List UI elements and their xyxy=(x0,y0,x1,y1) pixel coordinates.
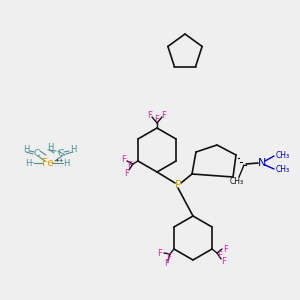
Text: ++: ++ xyxy=(54,158,64,164)
Text: H: H xyxy=(23,146,29,154)
Text: -: - xyxy=(31,158,34,167)
Text: C: C xyxy=(58,148,64,158)
Text: N: N xyxy=(258,158,266,168)
Text: P: P xyxy=(175,180,182,190)
Text: F: F xyxy=(164,260,169,268)
Text: F: F xyxy=(128,161,132,170)
Text: F: F xyxy=(167,253,171,262)
Text: CH₃: CH₃ xyxy=(276,151,290,160)
Text: F: F xyxy=(162,110,167,119)
Text: F: F xyxy=(158,248,162,257)
Text: F: F xyxy=(218,250,223,260)
Text: F: F xyxy=(222,257,226,266)
Text: Fe: Fe xyxy=(42,158,54,168)
Text: F: F xyxy=(124,169,129,178)
Text: F: F xyxy=(224,244,229,253)
Text: CH₃: CH₃ xyxy=(230,178,244,187)
Text: F: F xyxy=(154,116,159,124)
Text: H: H xyxy=(25,158,31,167)
Text: H: H xyxy=(47,143,53,152)
Text: H: H xyxy=(63,158,69,167)
Text: H: H xyxy=(70,146,76,154)
Text: F: F xyxy=(148,110,152,119)
Text: CH₃: CH₃ xyxy=(276,166,290,175)
Text: C: C xyxy=(34,148,40,158)
Text: F: F xyxy=(122,155,126,164)
